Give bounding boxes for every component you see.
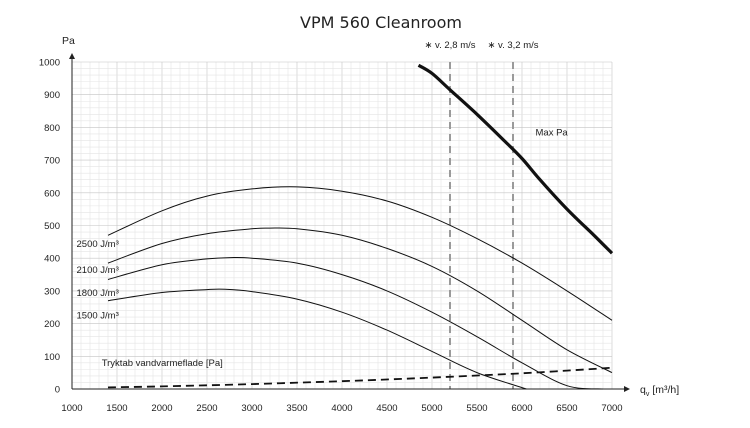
y-axis-label: Pa: [62, 35, 75, 47]
velocity-marker-label: ∗ v. 2,8 m/s: [424, 40, 475, 51]
y-tick-label: 0: [55, 385, 60, 396]
y-tick-label: 300: [44, 286, 60, 297]
y-tick-label: 600: [44, 188, 60, 199]
y-tick-label: 500: [44, 221, 60, 232]
curve-label: 2100 J/m³: [77, 265, 119, 276]
axes: 1000 1500 2000 2500 3000 3500 4000 4500 5000 5500…: [39, 53, 630, 414]
curve-label: Tryktab vandvarmeflade [Pa]: [102, 358, 223, 369]
x-tick-label: 7000: [601, 403, 622, 414]
curve-label: Max Pa: [536, 128, 569, 139]
series-line-2100-j-m: [107, 227, 613, 374]
y-tick-label: 800: [44, 123, 60, 134]
curve-labels: Max Pa 2500 J/m³ 2100 J/m³ 1800 J/m³ 1500 J/…: [77, 128, 569, 370]
series-lines: [107, 63, 614, 390]
y-tick-label: 200: [44, 319, 60, 330]
curve-label: 1500 J/m³: [77, 311, 119, 322]
velocity-markers: ∗ v. 2,8 m/s ∗ v. 3,2 m/s: [424, 40, 539, 389]
series-line-max-pa: [417, 63, 614, 255]
y-tick-label: 100: [44, 352, 60, 363]
curve-label: 2500 J/m³: [77, 239, 119, 250]
chart-title: VPM 560 Cleanroom: [300, 13, 462, 32]
x-tick-label: 4000: [331, 403, 352, 414]
x-tick-label: 5000: [421, 403, 442, 414]
x-tick-label: 2000: [151, 403, 172, 414]
x-tick-label: 1500: [106, 403, 127, 414]
x-tick-label: 1000: [61, 403, 82, 414]
velocity-marker-label: ∗ v. 3,2 m/s: [487, 40, 538, 51]
x-axis-arrow: [624, 386, 630, 392]
y-axis-arrow: [69, 53, 75, 59]
x-tick-label: 3500: [286, 403, 307, 414]
series-line-tryktab-vandvarmeflade-pa: [107, 366, 613, 389]
x-axis-label: qv [m³/h]: [640, 384, 679, 398]
y-tick-label: 700: [44, 156, 60, 167]
grid: [71, 61, 613, 390]
series-line-1500-j-m: [107, 288, 527, 390]
x-tick-label: 5500: [466, 403, 487, 414]
y-tick-label: 1000: [39, 58, 60, 69]
y-tick-label: 900: [44, 90, 60, 101]
x-tick-label: 4500: [376, 403, 397, 414]
curve-label: 1800 J/m³: [77, 288, 119, 299]
series-line-1800-j-m: [107, 256, 604, 390]
y-tick-label: 400: [44, 254, 60, 265]
series-line-2500-j-m: [107, 186, 613, 321]
x-tick-label: 3000: [241, 403, 262, 414]
x-tick-label: 2500: [196, 403, 217, 414]
x-tick-label: 6500: [556, 403, 577, 414]
x-tick-label: 6000: [511, 403, 532, 414]
